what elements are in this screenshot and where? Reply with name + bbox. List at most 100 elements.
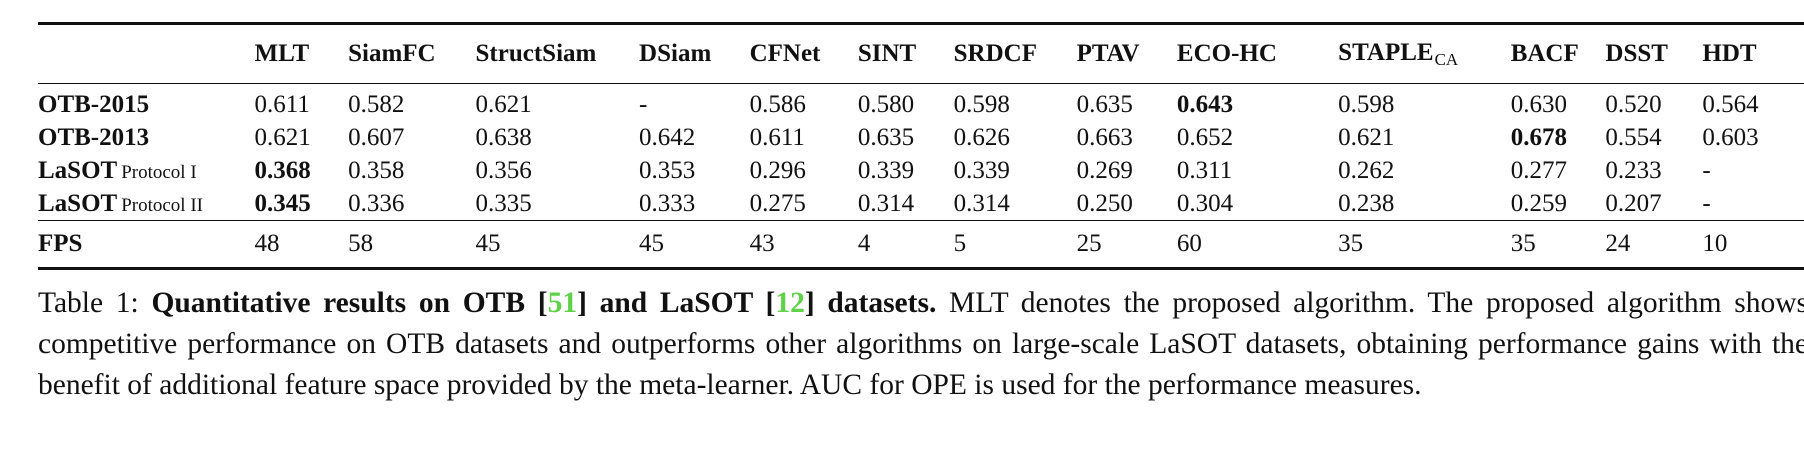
table-cell: 0.621: [254, 123, 311, 151]
table-cell: 0.345: [254, 189, 311, 217]
table-cell: 0.368: [254, 156, 311, 184]
fps-cell: 48: [254, 220, 349, 270]
table-cell: 0.262: [1338, 156, 1395, 184]
table-cell: 0.621: [1338, 123, 1395, 151]
table-cell: 0.642: [639, 123, 696, 151]
table-cell: 0.356: [475, 156, 532, 184]
row-label-text: OTB-2015: [38, 90, 150, 118]
table-cell: 0.611: [254, 90, 310, 118]
table-cell: 0.304: [1176, 189, 1234, 217]
table-cell: 0.207: [1605, 189, 1662, 217]
table-cell: 0.663: [1076, 123, 1133, 151]
fps-cell: 45: [475, 220, 640, 270]
fps-cell: 10: [1702, 220, 1804, 270]
column-header: DSiam: [639, 22, 750, 84]
column-header: SiamFC: [348, 22, 476, 84]
row-label: OTB-2013: [38, 121, 255, 154]
citation-link-otb[interactable]: 51: [547, 287, 578, 319]
results-table-wrapper: MLT SiamFC StructSiam DSiam CFNet SINT S…: [38, 22, 1804, 270]
row-label-text: LaSOT: [38, 156, 118, 184]
table-cell: 0.611: [749, 123, 805, 151]
fps-cell: 25: [1076, 220, 1177, 270]
table-cell: 0.630: [1510, 90, 1567, 118]
results-table: MLT SiamFC StructSiam DSiam CFNet SINT S…: [38, 22, 1804, 270]
fps-cell: 4: [857, 220, 954, 270]
table-cell: 0.607: [348, 123, 405, 151]
column-header: ECO-HC: [1176, 22, 1339, 84]
table-row: OTB-2015 0.611 0.582 0.621 - 0.586 0.580 0.598 0…: [38, 84, 1804, 122]
table-cell: 0.598: [953, 90, 1010, 118]
citation-link-lasot[interactable]: 12: [775, 287, 805, 319]
table-cell: 0.635: [857, 123, 915, 151]
caption-bold-3: ] datasets.: [804, 287, 937, 319]
table-cell: 0.339: [953, 156, 1010, 184]
column-header-staple: STAPLECA: [1338, 22, 1511, 84]
table-cell: 0.296: [749, 156, 806, 184]
caption-bold-1: Quantitative results on OTB [: [151, 287, 548, 319]
table-cell: 0.621: [475, 90, 532, 118]
fps-cell: 35: [1338, 220, 1511, 270]
column-header-text: STAPLE: [1338, 38, 1434, 66]
table-cell: 0.314: [953, 189, 1010, 217]
table-cell: 0.520: [1605, 90, 1662, 118]
table-caption: Table 1: Quantitative results on OTB [51…: [38, 283, 1804, 406]
table-cell: 0.277: [1510, 156, 1567, 184]
fps-cell: 24: [1605, 220, 1703, 270]
fps-cell: 35: [1510, 220, 1606, 270]
table-cell: 0.238: [1338, 189, 1395, 217]
table-cell: 0.269: [1076, 156, 1133, 184]
table-cell: 0.275: [749, 189, 806, 217]
table-cell: 0.582: [348, 90, 405, 118]
fps-row: FPS 48 58 45 45 43 4 5 25 60 35 35 24 10: [38, 220, 1804, 270]
table-cell: 0.233: [1605, 156, 1662, 184]
header-empty-cell: [38, 22, 255, 84]
row-label: LaSOT Protocol II: [38, 187, 255, 221]
table-cell: 0.603: [1702, 123, 1759, 151]
row-label: OTB-2015: [38, 84, 255, 122]
table-cell: 0.311: [1176, 156, 1233, 184]
table-cell: 0.598: [1338, 90, 1395, 118]
column-header: PTAV: [1076, 22, 1177, 84]
table-cell: 0.635: [1076, 90, 1133, 118]
caption-prefix: Table 1:: [38, 287, 152, 319]
table-cell: 0.626: [953, 123, 1010, 151]
column-header: BACF: [1510, 22, 1606, 84]
table-body: OTB-2015 0.611 0.582 0.621 - 0.586 0.580 0.598 0…: [38, 84, 1804, 221]
table-cell: 0.259: [1510, 189, 1567, 217]
row-label: LaSOT Protocol I: [38, 154, 255, 187]
table-cell: 0.336: [348, 189, 405, 217]
header-row: MLT SiamFC StructSiam DSiam CFNet SINT S…: [38, 22, 1804, 84]
table-cell: 0.564: [1702, 90, 1759, 118]
fps-cell: 43: [749, 220, 858, 270]
table-cell: 0.580: [857, 90, 915, 118]
column-header: CFNet: [749, 22, 858, 84]
column-header: HDT: [1702, 22, 1804, 84]
table-row: LaSOT Protocol II 0.345 0.336 0.335 0.333 0.27…: [38, 187, 1804, 221]
fps-cell: 5: [953, 220, 1077, 270]
table-row: LaSOT Protocol I 0.368 0.358 0.356 0.353 0.296…: [38, 154, 1804, 187]
table-cell: -: [639, 90, 648, 118]
table-cell: 0.554: [1605, 123, 1662, 151]
table-row: OTB-2013 0.621 0.607 0.638 0.642 0.611 0.635 0.…: [38, 121, 1804, 154]
table-cell: -: [1702, 189, 1711, 217]
table-cell: 0.643: [1176, 90, 1234, 118]
table-cell: 0.358: [348, 156, 405, 184]
row-label-text: OTB-2013: [38, 123, 150, 151]
column-header: SINT: [857, 22, 954, 84]
column-header-subscript: CA: [1434, 49, 1459, 69]
fps-cell: 60: [1176, 220, 1339, 270]
table-cell: 0.678: [1510, 123, 1567, 151]
table-cell: 0.339: [857, 156, 915, 184]
column-header: StructSiam: [475, 22, 640, 84]
table-cell: 0.652: [1176, 123, 1234, 151]
table-cell: 0.314: [857, 189, 915, 217]
fps-cell: 45: [639, 220, 750, 270]
row-label-text: LaSOT: [38, 189, 118, 217]
table-cell: 0.333: [639, 189, 696, 217]
table-cell: 0.353: [639, 156, 696, 184]
caption-text: MLT denotes the proposed algorithm. The …: [38, 287, 1804, 401]
fps-label: FPS: [38, 220, 255, 270]
column-header: SRDCF: [953, 22, 1077, 84]
column-header: DSST: [1605, 22, 1703, 84]
table-cell: 0.250: [1076, 189, 1133, 217]
